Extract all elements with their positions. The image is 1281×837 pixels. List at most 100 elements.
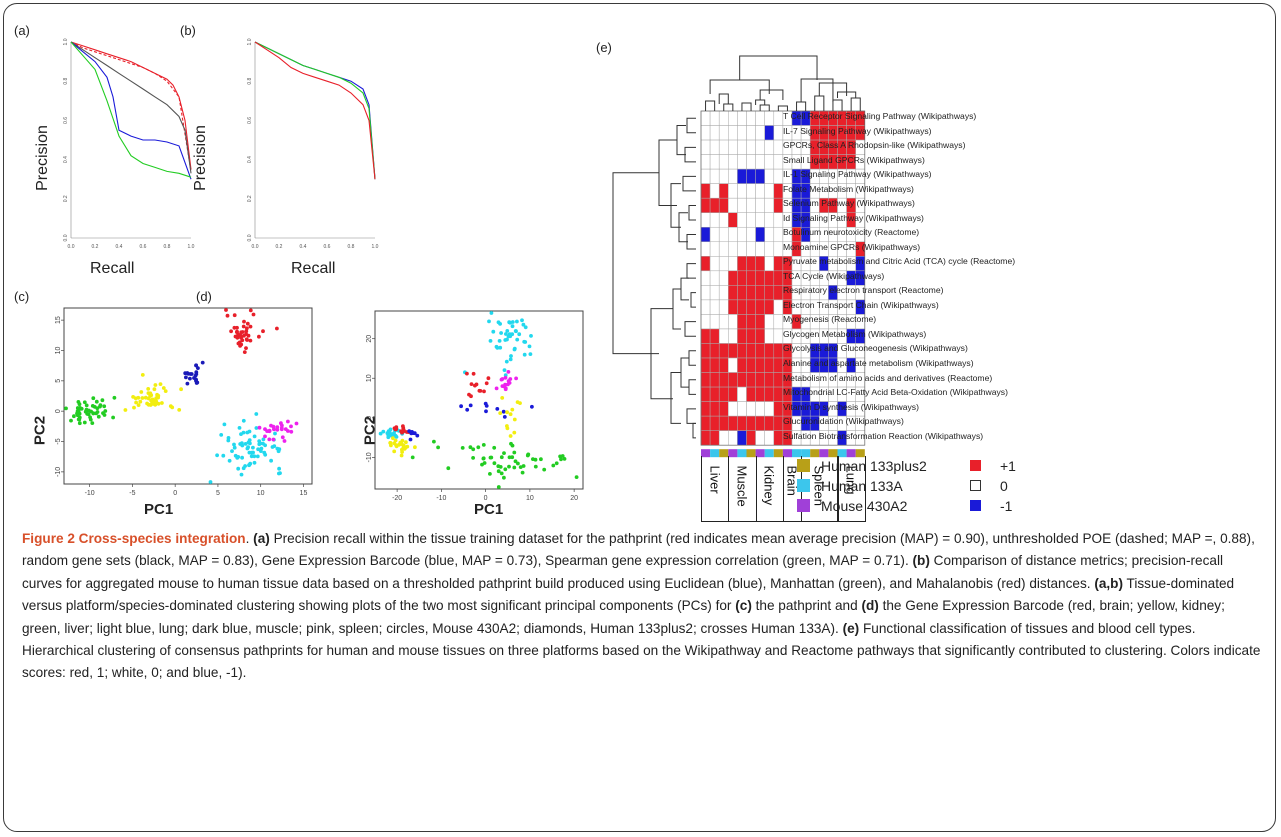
column-dendrogram-branch (739, 55, 818, 80)
heatmap-cell (737, 372, 747, 388)
column-dendrogram-branch (759, 104, 770, 111)
heatmap-cell (728, 226, 738, 243)
chart-a-series-black (70, 41, 192, 174)
heatmap-cell (718, 372, 729, 388)
heatmap-cell (737, 154, 747, 170)
chart-d-point-yellow (399, 453, 404, 458)
heatmap-cell (746, 415, 756, 431)
chart-c-point-green (64, 406, 68, 411)
row-dendrogram-branch (692, 422, 696, 439)
platform-strip-cell (773, 449, 783, 458)
heatmap-cell (728, 430, 738, 446)
heatmap-cell (746, 328, 756, 344)
chart-c-point-cyan (215, 453, 220, 458)
chart-d-point-cyan (507, 332, 512, 337)
chart-c-point-green (77, 421, 82, 426)
chart-c-point-green (98, 403, 103, 407)
heatmap-cell (700, 256, 711, 272)
chart-d-point-green (512, 450, 517, 455)
chart-c-point-green (95, 410, 100, 414)
score-label: -1 (1000, 498, 1013, 514)
heatmap-cell (746, 139, 756, 155)
chart-d-point-cyan (503, 338, 508, 342)
heatmap-cell (773, 241, 784, 257)
heatmap-cell (764, 386, 775, 402)
chart-c-point-yellow (146, 391, 151, 395)
column-dendrogram-branch (759, 89, 784, 100)
heatmap-cell (773, 197, 784, 213)
chart-a-series-green (70, 41, 192, 178)
chart-c-point-green (91, 396, 96, 401)
tissue-box-lung (837, 456, 866, 522)
column-dendrogram-branch (814, 95, 825, 111)
chart-d-point-green (510, 455, 515, 460)
heatmap-cell (755, 125, 765, 141)
platform-strip-cell (810, 449, 820, 458)
chart-c-point-cyan (251, 445, 255, 450)
heatmap-cell (709, 256, 720, 272)
chart-d-point-green (492, 461, 497, 466)
heatmap-cell (764, 430, 775, 446)
platform-strip-cell (710, 449, 720, 458)
heatmap-cell (709, 168, 720, 184)
heatmap-cell (709, 154, 720, 170)
chart-d-point-green (559, 457, 563, 462)
chart-d-point-yellow (405, 444, 410, 449)
chart-d-plot-box (374, 310, 584, 490)
chart-c-point-red (235, 329, 239, 334)
chart-d-point-green (498, 465, 503, 469)
heatmap-cell (755, 168, 765, 184)
chart-c-point-cyan (222, 422, 227, 427)
heatmap-cell (773, 212, 784, 228)
heatmap-cell (700, 415, 711, 431)
pca-scatter-chart-d: -20 -10 0 10 20 -10 0 10 20 (366, 310, 584, 502)
pathway-label: TCA Cycle (Wikipathways) (783, 270, 885, 281)
chart-c-point-darkblue (183, 371, 188, 376)
chart-c-point-yellow (146, 402, 151, 407)
platform-strip-cell (828, 449, 838, 458)
chart-c-point-red (238, 344, 243, 348)
chart-a-xtick-label: 1.0 (188, 244, 195, 250)
chart-c-point-red (275, 326, 279, 331)
chart-c-point-cyan (241, 430, 246, 435)
chart-c-point-darkblue (185, 381, 190, 386)
heatmap-cell (709, 285, 720, 301)
chart-c-point-yellow (140, 396, 145, 400)
chart-d-point-yellow (393, 438, 398, 443)
column-dendrogram-branch (755, 99, 766, 105)
chart-c-point-yellow (148, 394, 152, 398)
chart-d-point-blue (415, 433, 420, 438)
chart-c-point-green (102, 404, 107, 409)
legend-platform-item: Human 133plus2 (797, 458, 1017, 474)
precision-recall-chart-b: 0.0 0.2 0.4 0.6 0.8 1.0 0.0 0.2 0.4 0.6 0.8 1.0 (247, 38, 379, 250)
column-dendrogram-branch (718, 93, 729, 104)
chart-c-point-green (88, 417, 93, 422)
platform-strip-cell (792, 449, 802, 458)
chart-d-point-green (574, 475, 579, 479)
heatmap-cell (700, 343, 711, 359)
row-dendrogram-branch (686, 263, 696, 279)
heatmap-cell (755, 430, 765, 446)
chart-c-point-cyan (247, 463, 251, 468)
row-dendrogram-branch (686, 234, 696, 250)
chart-c-plot-box (63, 307, 313, 485)
caption-title: Figure 2 Cross-species integration (22, 531, 246, 546)
chart-d-point-yellow (388, 441, 393, 445)
chart-c-point-red (229, 329, 234, 334)
heatmap-cell (755, 154, 765, 170)
legend-label: Human 133plus2 (821, 458, 927, 474)
platform-strip-cell (728, 449, 738, 458)
heatmap-cell (764, 401, 775, 417)
chart-d-point-green (476, 445, 481, 450)
chart-c-point-cyan (261, 437, 266, 442)
chart-d-point-yellow (402, 447, 407, 451)
tissue-label: Liver (707, 465, 723, 494)
chart-d-ytick-label: 10 (366, 374, 373, 382)
pathway-label: IL-1 Signaling Pathway (Wikipathways) (783, 169, 932, 180)
chart-d-point-yellow (512, 430, 517, 435)
chart-c-point-magenta (271, 437, 276, 442)
chart-d-point-cyan (505, 329, 510, 333)
legend-score-item: +1 (970, 458, 1030, 474)
chart-d-point-cyan (515, 319, 519, 324)
heatmap-cell (728, 139, 738, 155)
